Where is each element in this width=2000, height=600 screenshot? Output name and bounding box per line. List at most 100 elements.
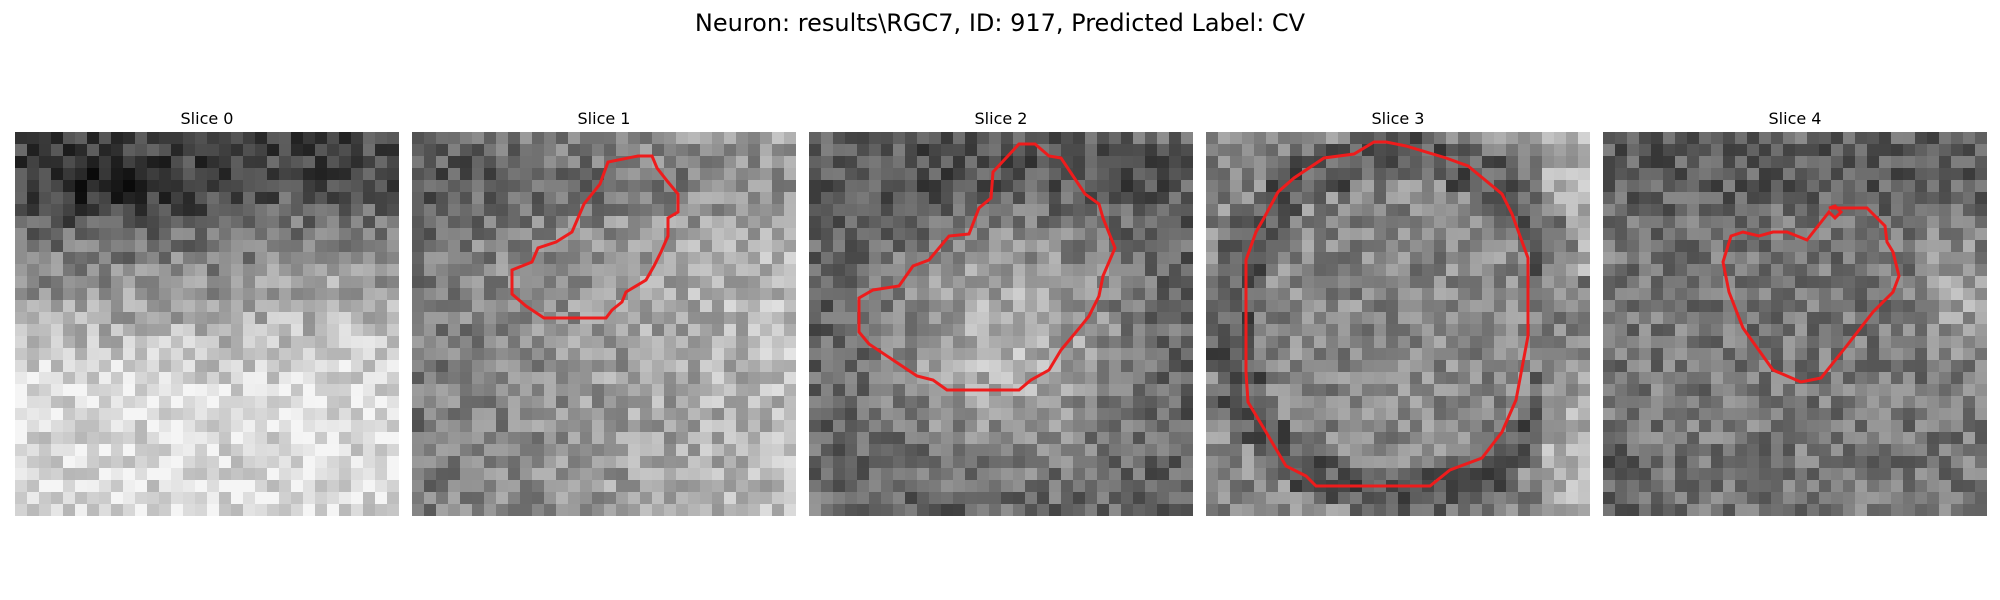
- pixel: [857, 432, 870, 445]
- pixel: [484, 192, 497, 205]
- pixel: [652, 192, 665, 205]
- pixel: [1687, 264, 1700, 277]
- pixel: [1326, 336, 1339, 349]
- pixel: [736, 228, 749, 241]
- slice-panel-2: Slice 2: [809, 106, 1193, 516]
- pixel: [1639, 348, 1652, 361]
- pixel: [363, 372, 376, 385]
- pixel: [869, 156, 882, 169]
- pixel: [1566, 492, 1579, 505]
- pixel: [905, 408, 918, 421]
- pixel: [1891, 372, 1904, 385]
- pixel: [1362, 360, 1375, 373]
- pixel: [1242, 228, 1255, 241]
- pixel: [544, 480, 557, 493]
- pixel: [171, 456, 184, 469]
- pixel: [676, 132, 689, 145]
- pixel: [1699, 264, 1712, 277]
- pixel: [1157, 480, 1170, 493]
- pixel: [1807, 264, 1820, 277]
- pixel: [243, 444, 256, 457]
- pixel: [147, 348, 160, 361]
- pixel: [363, 396, 376, 409]
- pixel: [135, 396, 148, 409]
- pixel: [339, 276, 352, 289]
- pixel: [1807, 156, 1820, 169]
- pixel: [183, 360, 196, 373]
- pixel: [676, 504, 689, 516]
- pixel: [75, 180, 88, 193]
- pixel: [1266, 156, 1279, 169]
- slice-panel-1: Slice 1: [412, 106, 796, 516]
- pixel: [1891, 240, 1904, 253]
- pixel: [1566, 168, 1579, 181]
- pixel: [1458, 372, 1471, 385]
- pixel: [1446, 492, 1459, 505]
- pixel: [1037, 192, 1050, 205]
- pixel: [1494, 300, 1507, 313]
- pixel: [1061, 192, 1074, 205]
- pixel: [1374, 168, 1387, 181]
- pixel: [1939, 360, 1952, 373]
- pixel: [1951, 360, 1964, 373]
- pixel: [1314, 132, 1327, 145]
- pixel: [460, 360, 473, 373]
- pixel: [628, 492, 641, 505]
- pixel: [75, 156, 88, 169]
- pixel: [1663, 408, 1676, 421]
- pixel: [580, 444, 593, 457]
- pixel: [351, 264, 364, 277]
- pixel: [652, 216, 665, 229]
- pixel: [1218, 348, 1231, 361]
- pixel: [1699, 324, 1712, 337]
- pixel: [1350, 384, 1363, 397]
- pixel: [1085, 144, 1098, 157]
- pixel: [568, 348, 581, 361]
- pixel: [496, 276, 509, 289]
- pixel: [1470, 468, 1483, 481]
- pixel: [472, 180, 485, 193]
- pixel: [1711, 216, 1724, 229]
- pixel: [1001, 396, 1014, 409]
- pixel: [460, 432, 473, 445]
- pixel: [1085, 180, 1098, 193]
- pixel: [532, 240, 545, 253]
- pixel: [1939, 288, 1952, 301]
- pixel: [267, 372, 280, 385]
- pixel: [436, 156, 449, 169]
- pixel: [207, 264, 220, 277]
- pixel: [1963, 408, 1976, 421]
- pixel: [628, 204, 641, 217]
- pixel: [460, 492, 473, 505]
- pixel: [1711, 456, 1724, 469]
- pixel: [1518, 480, 1531, 493]
- pixel: [1903, 204, 1916, 217]
- pixel: [87, 192, 100, 205]
- pixel: [171, 228, 184, 241]
- pixel: [111, 372, 124, 385]
- pixel: [1013, 456, 1026, 469]
- pixel: [1278, 228, 1291, 241]
- pixel: [195, 456, 208, 469]
- pixel: [1482, 132, 1495, 145]
- pixel: [135, 144, 148, 157]
- pixel: [544, 408, 557, 421]
- pixel: [664, 456, 677, 469]
- pixel: [1759, 420, 1772, 433]
- pixel: [1049, 252, 1062, 265]
- pixel: [339, 288, 352, 301]
- pixel: [1783, 360, 1796, 373]
- pixel: [724, 492, 737, 505]
- pixel: [171, 348, 184, 361]
- pixel: [1218, 240, 1231, 253]
- pixel: [953, 504, 966, 516]
- pixel: [616, 444, 629, 457]
- pixel: [315, 180, 328, 193]
- pixel: [1410, 132, 1423, 145]
- pixel: [748, 168, 761, 181]
- pixel: [1001, 216, 1014, 229]
- pixel: [1290, 336, 1303, 349]
- pixel: [1025, 480, 1038, 493]
- pixel: [75, 468, 88, 481]
- pixel: [1242, 264, 1255, 277]
